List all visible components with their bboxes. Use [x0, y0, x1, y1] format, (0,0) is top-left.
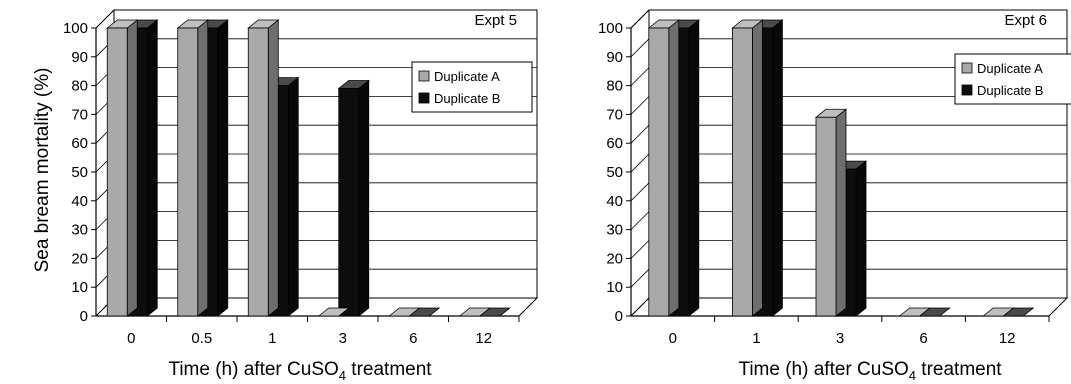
x-axis-label-left: Time (h) after CuSO4 treatment [168, 359, 432, 383]
legend-label: Duplicate B [434, 91, 500, 106]
y-tick-label: 50 [71, 164, 88, 181]
y-axis-label: Sea bream mortality (%) [32, 68, 53, 273]
axis-corner-line [95, 9, 115, 29]
chart-panel-expt-6: 0 10 20 30 40 50 60 70 80 90 100 0 1 3 6 12 Expt 6 Duplic… [598, 9, 1071, 347]
x-tick-label: 12 [475, 330, 492, 347]
x-tick-label: 12 [999, 330, 1016, 347]
y-tick-label: 100 [63, 20, 88, 37]
grid-side-line [630, 96, 650, 115]
panel-title: Expt 6 [1004, 12, 1047, 29]
legend-swatch [961, 62, 973, 74]
y-tick-label: 10 [606, 279, 623, 296]
y-tick-label: 50 [606, 164, 623, 181]
y-tick-label: 60 [71, 135, 88, 152]
grid-side-line [630, 240, 650, 259]
x-tick-label: 3 [339, 330, 347, 347]
bar-duplicate-a [814, 108, 848, 317]
y-tick-label: 20 [606, 250, 623, 267]
x-tick-label: 3 [836, 330, 844, 347]
y-tick-label: 0 [80, 308, 88, 325]
y-tick-label: 90 [71, 49, 88, 66]
y-tick-label: 70 [71, 106, 88, 123]
legend-label: Duplicate A [434, 69, 500, 84]
y-tick-label: 60 [606, 135, 623, 152]
y-tick-label: 80 [606, 78, 623, 95]
legend-swatch [418, 70, 430, 82]
legend: Duplicate A Duplicate B [954, 53, 1071, 105]
grid-side-line [630, 182, 650, 202]
legend-swatch [418, 92, 430, 104]
y-tick-label: 40 [606, 193, 623, 210]
panel-title: Expt 5 [474, 12, 517, 29]
bar-duplicate-a [106, 19, 139, 317]
grid-side-line [630, 268, 650, 288]
bar-duplicate-a [317, 307, 350, 317]
y-tick-label: 80 [71, 78, 88, 95]
bar-duplicate-a [982, 307, 1015, 317]
grid-side-line [630, 211, 650, 230]
grid-side-line [630, 38, 650, 58]
y-tick-label: 40 [71, 193, 88, 210]
legend-swatch [961, 84, 973, 96]
axis-corner-line [630, 9, 650, 29]
legend-label: Duplicate A [977, 61, 1043, 76]
grid-side-line [630, 124, 650, 144]
y-tick-label: 30 [71, 222, 88, 239]
bar-duplicate-a [898, 307, 931, 317]
x-tick-label: 0 [127, 330, 135, 347]
x-tick-label: 1 [752, 330, 760, 347]
chart-panel-expt-5: 0 10 20 30 40 50 60 70 80 90 100 0 0.5 1 3 6 12 Expt 5 Dup… [63, 9, 539, 347]
y-tick-label: 30 [606, 222, 623, 239]
x-tick-label: 6 [409, 330, 417, 347]
y-tick-label: 90 [606, 49, 623, 66]
bar-duplicate-a [731, 19, 764, 317]
bar-duplicate-a [247, 19, 280, 317]
y-tick-label: 100 [598, 20, 623, 37]
x-tick-label: 1 [268, 330, 276, 347]
grid-side-line [630, 67, 650, 86]
x-tick-label: 0 [669, 330, 677, 347]
bar-duplicate-b [337, 79, 370, 317]
bar-duplicate-a [647, 19, 680, 317]
bar-duplicate-a [458, 307, 491, 317]
grid-side-line [630, 153, 650, 173]
y-tick-label: 70 [606, 106, 623, 123]
x-tick-label: 6 [919, 330, 927, 347]
y-tick-label: 0 [615, 308, 623, 325]
y-tick-label: 10 [71, 279, 88, 296]
bar-duplicate-a [176, 19, 209, 317]
legend: Duplicate A Duplicate B [411, 61, 533, 113]
legend-label: Duplicate B [977, 83, 1043, 98]
y-tick-label: 20 [71, 250, 88, 267]
x-tick-label: 0.5 [191, 330, 212, 347]
x-axis-label-right: Time (h) after CuSO4 treatment [738, 359, 1002, 383]
bar-duplicate-a [388, 307, 421, 317]
